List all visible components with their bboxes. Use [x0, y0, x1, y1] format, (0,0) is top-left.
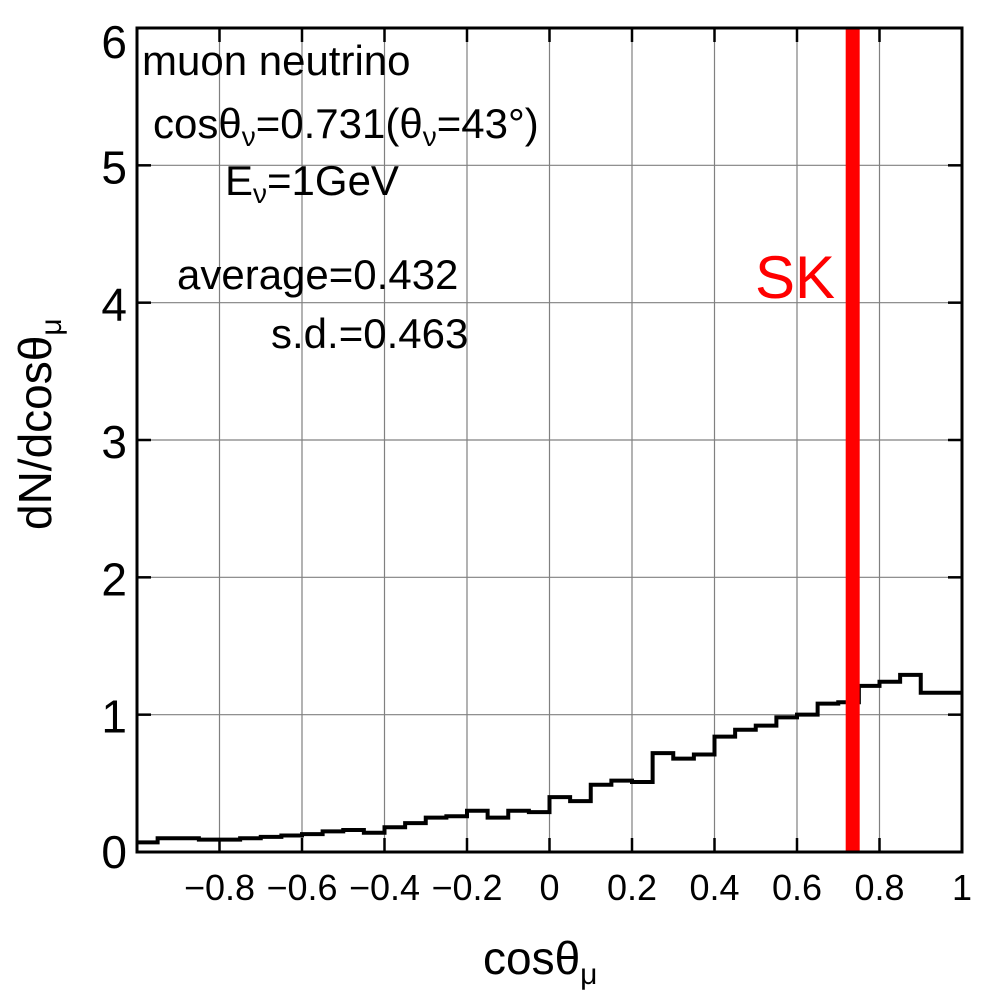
annotation-sd: s.d.=0.463	[271, 310, 469, 357]
y-tick-labels: 0 1 2 3 4 5 6	[101, 16, 127, 878]
annotation-average: average=0.432	[177, 251, 459, 298]
tick-marks	[137, 26, 964, 854]
x-tick-label: 0.6	[772, 867, 822, 908]
x-tick-labels: −0.8 −0.6 −0.4 −0.2 0 0.2 0.4 0.6 0.8 1	[184, 867, 972, 908]
annotation-particle: muon neutrino	[142, 37, 411, 84]
x-tick-label: 0.8	[854, 867, 904, 908]
sk-label: SK	[755, 244, 836, 311]
y-tick-label: 3	[101, 416, 127, 468]
annotation-angle: cosθν=0.731(θν=43°)	[153, 100, 539, 152]
y-tick-label: 2	[101, 553, 127, 605]
y-tick-label: 1	[101, 691, 127, 743]
x-tick-label: −0.6	[266, 867, 337, 908]
x-tick-label: 0	[539, 867, 559, 908]
annotation-energy: Eν=1GeV	[225, 157, 399, 209]
y-tick-label: 0	[101, 826, 127, 878]
x-tick-label: −0.4	[349, 867, 420, 908]
x-tick-label: −0.8	[184, 867, 255, 908]
x-tick-label: 0.4	[689, 867, 739, 908]
histogram-series	[137, 672, 962, 845]
y-tick-label: 4	[101, 279, 127, 331]
x-tick-label: 0.2	[607, 867, 657, 908]
y-tick-label: 6	[101, 16, 127, 68]
x-axis-label: cosθμ	[483, 932, 598, 991]
x-tick-label: −0.2	[431, 867, 502, 908]
grid	[137, 28, 962, 852]
y-axis-label: dN/dcosθμ	[9, 318, 68, 530]
x-tick-label: 1	[952, 867, 972, 908]
histogram	[137, 672, 962, 845]
y-tick-label: 5	[101, 141, 127, 193]
